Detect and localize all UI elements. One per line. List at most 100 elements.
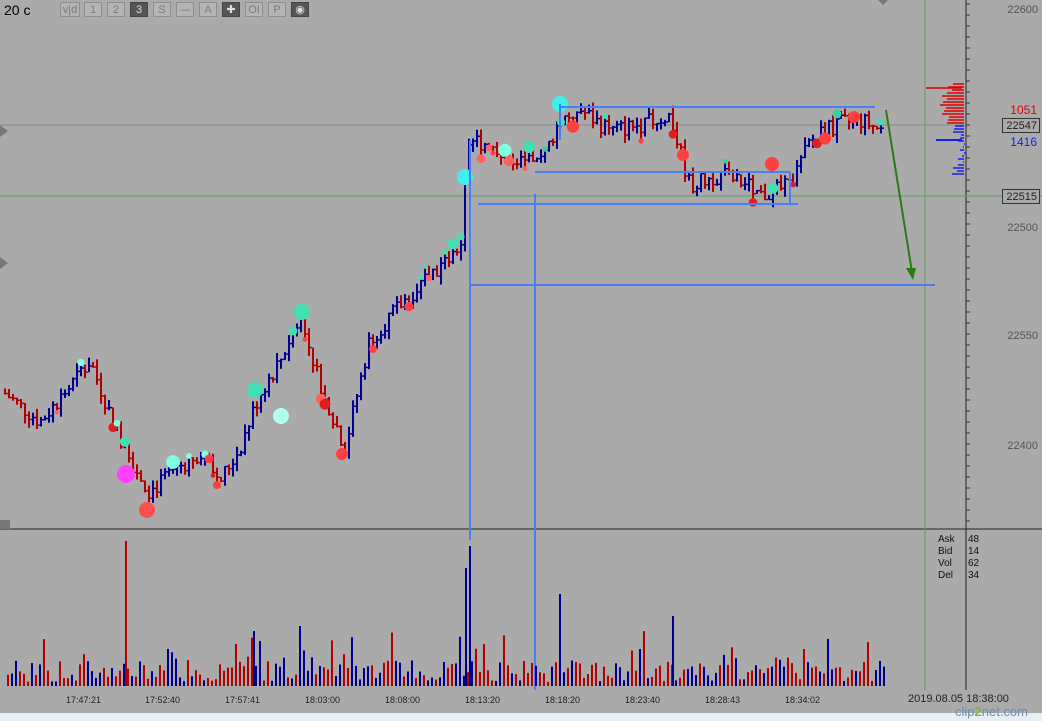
trade-markers bbox=[54, 96, 885, 518]
time-label: 18:28:43 bbox=[705, 695, 741, 705]
stat-value: 62 bbox=[968, 558, 980, 569]
toolbar-button[interactable]: S bbox=[153, 2, 171, 17]
time-label: 18:03:00 bbox=[305, 695, 341, 705]
trade-dot bbox=[422, 264, 428, 269]
trade-dot bbox=[767, 183, 779, 194]
trade-dot bbox=[442, 249, 448, 255]
stat-value: 48 bbox=[968, 534, 980, 545]
toolbar-button[interactable]: P bbox=[268, 2, 286, 17]
toolbar-button[interactable]: ◉ bbox=[291, 2, 309, 17]
trade-dot bbox=[490, 150, 496, 156]
ask-volume-label: 1051 bbox=[1010, 103, 1037, 117]
toolbar-button[interactable]: A bbox=[199, 2, 217, 17]
bid-volume-label: 1416 bbox=[1010, 135, 1037, 149]
trade-dot bbox=[247, 382, 263, 398]
stat-value: 14 bbox=[968, 546, 980, 557]
trade-dot bbox=[212, 481, 222, 490]
trade-dot bbox=[119, 436, 131, 447]
price-tick-label: 22400 bbox=[1007, 440, 1038, 452]
stat-label: Vol bbox=[938, 558, 952, 569]
left-marker-icon bbox=[0, 125, 8, 137]
trade-dot bbox=[677, 149, 689, 161]
trade-dot bbox=[832, 109, 842, 119]
trade-dot bbox=[503, 155, 515, 167]
trade-dot bbox=[288, 326, 298, 336]
current-price-box: 22547 bbox=[1002, 118, 1040, 133]
trade-dot bbox=[602, 113, 608, 119]
toolbar-button[interactable]: 3 bbox=[130, 2, 148, 17]
stat-label: Bid bbox=[938, 546, 953, 557]
toolbar-button[interactable]: ✚ bbox=[222, 2, 240, 17]
top-marker-icon bbox=[878, 0, 888, 5]
bottom-strip bbox=[0, 713, 1042, 721]
trade-dot bbox=[319, 398, 331, 410]
price-bars bbox=[4, 102, 884, 503]
trade-dot bbox=[722, 158, 728, 164]
arrow-head-icon bbox=[906, 268, 916, 280]
trade-dot bbox=[877, 118, 885, 126]
toolbar-button[interactable]: v|d bbox=[60, 2, 80, 17]
time-label: 17:52:40 bbox=[145, 695, 181, 705]
trade-dot bbox=[848, 111, 860, 123]
time-label: 18:18:20 bbox=[545, 695, 581, 705]
trade-dot bbox=[113, 419, 121, 427]
trade-dot bbox=[485, 144, 493, 152]
price-ticks bbox=[966, 3, 970, 522]
trade-dot bbox=[790, 181, 796, 188]
trade-dot bbox=[447, 238, 459, 250]
trade-dot bbox=[166, 455, 180, 469]
toolbar-button[interactable]: 1 bbox=[84, 2, 102, 17]
price-tick-label: 22550 bbox=[1007, 330, 1038, 342]
trade-dot bbox=[523, 141, 535, 153]
trade-dot bbox=[369, 345, 377, 354]
left-marker-icon bbox=[0, 257, 8, 269]
trade-dot bbox=[404, 302, 414, 312]
volume-bars bbox=[7, 541, 885, 686]
watermark-text: 2 bbox=[974, 704, 982, 719]
trade-dot bbox=[668, 129, 678, 139]
trade-dot bbox=[185, 452, 193, 459]
time-label: 17:47:21 bbox=[66, 695, 102, 705]
toolbar-button[interactable]: 2 bbox=[107, 2, 125, 17]
stat-label: Del bbox=[938, 570, 954, 581]
time-label: 18:13:20 bbox=[465, 695, 501, 705]
stat-label: Ask bbox=[938, 534, 955, 545]
time-label: 18:08:00 bbox=[385, 695, 421, 705]
trade-dot bbox=[748, 198, 758, 207]
left-marker-icon bbox=[0, 520, 10, 529]
trade-dot bbox=[765, 157, 779, 171]
price-tick-label: 22500 bbox=[1007, 222, 1038, 234]
trade-dot bbox=[302, 336, 308, 342]
toolbar-button[interactable]: OI bbox=[245, 2, 263, 17]
trade-dot bbox=[204, 454, 214, 464]
trade-dot bbox=[336, 448, 348, 460]
time-label: 18:34:02 bbox=[785, 695, 821, 705]
trend-arrow[interactable] bbox=[885, 109, 913, 273]
trade-dot bbox=[294, 304, 310, 320]
time-label: 17:57:41 bbox=[225, 695, 261, 705]
trade-dot bbox=[139, 502, 155, 518]
trade-dot bbox=[77, 358, 85, 367]
time-label: 18:23:40 bbox=[625, 695, 661, 705]
volume-profile bbox=[926, 83, 966, 175]
trade-dot bbox=[498, 143, 512, 157]
watermark-logo: clip2net.com bbox=[955, 704, 1028, 719]
toolbar-button[interactable]: — bbox=[176, 2, 194, 17]
chart-title: 20 c bbox=[4, 2, 31, 18]
watermark-text: clip bbox=[955, 704, 975, 719]
price-tick-label: 22600 bbox=[1007, 4, 1038, 16]
level-lines[interactable] bbox=[469, 104, 935, 690]
trade-dot bbox=[638, 138, 644, 144]
trade-dot bbox=[54, 410, 60, 415]
stat-value: 34 bbox=[968, 570, 980, 581]
trade-dot bbox=[566, 120, 580, 133]
trade-dot bbox=[522, 166, 528, 172]
order-stats: Ask 48 Bid 14 Vol 62 Del 34 bbox=[938, 534, 979, 582]
trade-dot bbox=[273, 408, 289, 424]
trade-dot bbox=[476, 154, 486, 164]
trade-dot bbox=[425, 274, 433, 282]
trade-dot bbox=[117, 465, 135, 483]
trade-dot bbox=[418, 274, 424, 280]
trade-dot bbox=[457, 233, 465, 241]
